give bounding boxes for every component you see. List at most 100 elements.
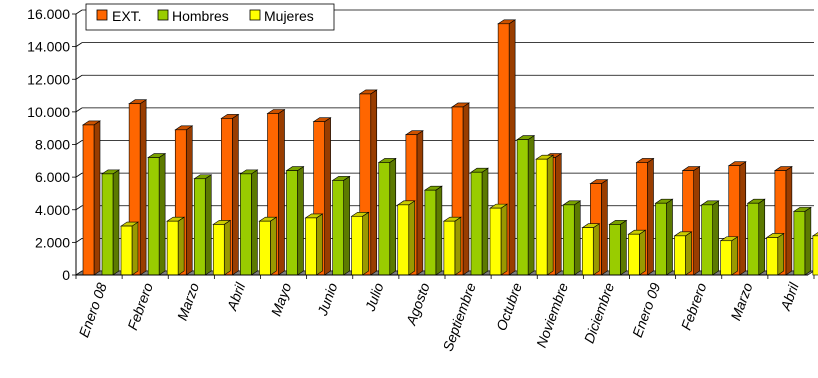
bar-side [685, 231, 692, 276]
x-tick-label: Abril [777, 280, 802, 314]
bar-front [812, 235, 818, 276]
legend-label-mujeres: Mujeres [264, 8, 314, 24]
x-tick-label: Agosto [402, 280, 432, 328]
bar-side [278, 108, 285, 276]
bar [627, 229, 647, 276]
x-tick-label: Octubre [493, 280, 525, 332]
y-tick-label: 14.000 [27, 39, 70, 55]
bar-side [112, 169, 120, 276]
bar [174, 125, 194, 276]
bar [497, 19, 517, 276]
y-tick-label: 6.000 [35, 169, 70, 185]
y-tick-label: 16.000 [27, 6, 70, 22]
y-tick-label: 0 [62, 267, 70, 283]
bar [212, 219, 232, 276]
bar-side [804, 206, 812, 276]
bar-side [343, 175, 350, 276]
bar-side [362, 211, 369, 276]
gridline-depth [75, 9, 83, 15]
gridline-depth [75, 74, 83, 80]
bar [608, 219, 628, 276]
bar-front [628, 233, 640, 276]
bar [304, 213, 324, 276]
bar-side [232, 113, 239, 276]
bar [535, 154, 555, 276]
bar-front [562, 204, 575, 276]
bar-front [655, 202, 667, 276]
bar [377, 157, 397, 276]
x-tick-label: Enero 08 [75, 280, 110, 339]
bar [470, 167, 489, 276]
bar-side [324, 117, 331, 276]
bar-front [489, 207, 502, 276]
bar [147, 152, 167, 276]
legend-label-hombres: Hombres [172, 8, 229, 24]
bar-front [351, 215, 363, 276]
bar-front [166, 220, 179, 276]
bar-side [758, 198, 766, 276]
x-tick-label: Noviembre [533, 280, 571, 349]
bar [516, 135, 536, 276]
bar [312, 117, 332, 276]
x-tick-label: Junio [314, 280, 341, 318]
bar [792, 206, 812, 276]
gridline-depth [75, 205, 83, 211]
y-tick-label: 12.000 [27, 71, 70, 87]
bar-front [793, 211, 806, 276]
bar-front [581, 227, 594, 276]
bar-front [443, 220, 456, 276]
bar [193, 174, 213, 276]
gridline-depth [75, 107, 83, 113]
bar [635, 157, 655, 276]
y-tick-label: 10.000 [27, 104, 70, 120]
bar [239, 169, 259, 276]
bar-front [286, 170, 298, 276]
x-tick-label: Febrero [678, 280, 710, 332]
x-tick-label: Septiembre [439, 280, 479, 353]
bar-side [316, 213, 323, 276]
bar-front [120, 225, 133, 276]
bar-side [647, 157, 654, 276]
bar-front [470, 171, 483, 276]
bar-front [535, 158, 548, 276]
bar-side [592, 223, 600, 276]
bar [120, 221, 139, 276]
bar-side [370, 89, 378, 276]
bar-front [720, 240, 732, 276]
bar-front [701, 204, 713, 276]
bar [727, 161, 747, 276]
bar-front [332, 180, 344, 276]
y-tick-label: 2.000 [35, 234, 70, 250]
bar [285, 166, 305, 276]
bar-side [739, 161, 747, 276]
bar-side [131, 221, 139, 276]
gridline-depth [75, 140, 83, 145]
bar-front [516, 139, 529, 276]
bar-side [177, 216, 185, 276]
bar-side [93, 120, 101, 276]
bar-side [251, 169, 258, 276]
bar-front [240, 173, 252, 276]
bar-side [639, 229, 646, 276]
bar-front [609, 224, 621, 276]
bar [773, 166, 793, 276]
bar [562, 200, 582, 276]
bar-side [270, 216, 277, 276]
x-tick-label: Enero 09 [629, 280, 664, 339]
bar [423, 185, 443, 276]
bar-side [389, 157, 397, 276]
bar-side [573, 200, 581, 276]
bar-side [693, 166, 700, 276]
bar-side [204, 174, 212, 276]
bar [700, 200, 720, 276]
bar [266, 108, 286, 276]
bar-front [747, 202, 760, 276]
bar [166, 216, 186, 276]
bar [654, 198, 674, 276]
bar-top [811, 232, 818, 237]
bar [719, 236, 739, 276]
bar [350, 211, 370, 276]
gridline-depth [75, 172, 83, 178]
bar [673, 231, 693, 276]
legend-box [85, 3, 335, 31]
